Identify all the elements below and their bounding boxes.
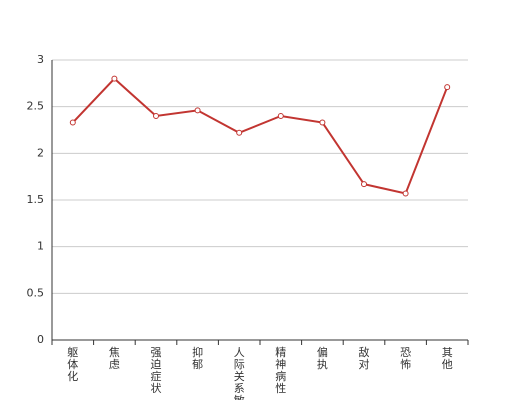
x-tick-label: 精神病性 xyxy=(275,346,286,395)
point xyxy=(277,113,284,119)
x-tick-label: 强迫症状 xyxy=(151,346,162,395)
point xyxy=(194,107,201,114)
point xyxy=(69,119,76,126)
point xyxy=(444,84,451,91)
y-tick-label: 0 xyxy=(37,333,44,346)
y-tick-label: 1 xyxy=(37,240,44,253)
x-tick-label: 人际关系敏感 xyxy=(234,346,245,400)
point xyxy=(402,190,409,197)
point xyxy=(111,75,118,82)
point xyxy=(361,181,367,188)
x-tick-label: 偏执 xyxy=(317,345,328,371)
x-tick-label: 焦虑 xyxy=(109,346,120,371)
x-tick-label: 抑郁 xyxy=(192,345,203,371)
y-tick-label: 1.5 xyxy=(27,193,45,206)
y-tick-label: 2 xyxy=(37,146,44,159)
point xyxy=(236,129,243,136)
x-tick-label: 敌对 xyxy=(359,345,370,371)
x-tick-label: 其他 xyxy=(442,346,453,371)
line xyxy=(72,77,449,195)
y-tick-label: 2.5 xyxy=(27,100,45,113)
point xyxy=(153,113,159,119)
point xyxy=(319,119,326,126)
x-tick-label: 恐怖 xyxy=(400,346,411,371)
x-tick-label: 躯体化 xyxy=(67,346,78,383)
y-tick-label: 3 xyxy=(37,53,44,66)
y-tick-label: 0.5 xyxy=(27,286,45,299)
